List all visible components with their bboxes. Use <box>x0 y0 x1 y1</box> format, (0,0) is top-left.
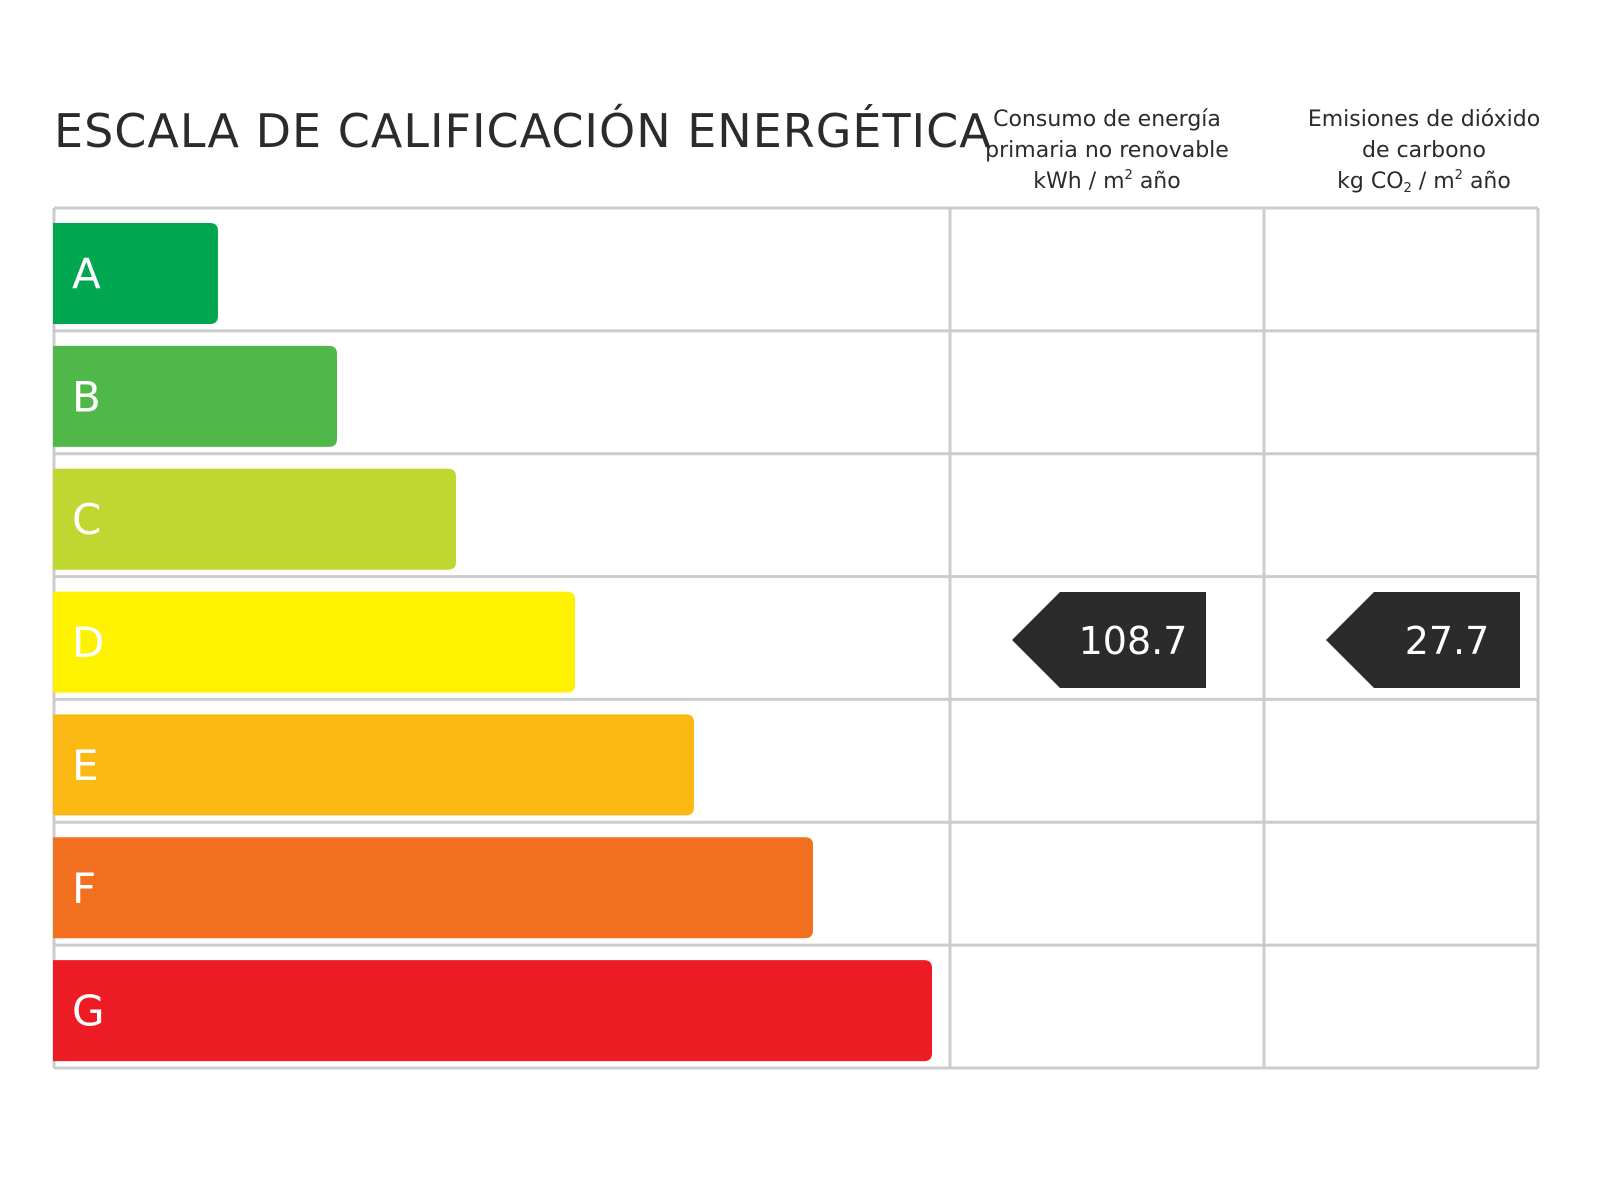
grid-lines <box>52 206 1540 1070</box>
co2-column-header: Emisiones de dióxido de carbono kg CO2 /… <box>1290 104 1558 197</box>
energy-indicator-value: 108.7 <box>1079 619 1188 663</box>
rating-bar-c <box>53 468 456 570</box>
energy-header-line2: primaria no renovable <box>985 138 1229 163</box>
rating-indicators: 108.7 27.7 <box>1012 592 1520 688</box>
rating-letter-a: A <box>72 250 101 299</box>
rating-bars: A B C D E F G <box>53 223 932 1062</box>
rating-bar-d <box>53 591 575 693</box>
rating-bar-g <box>53 960 932 1062</box>
rating-letter-d: D <box>72 618 104 667</box>
rating-letter-b: B <box>72 372 101 421</box>
co2-header-line2: de carbono <box>1362 138 1486 163</box>
co2-header-unit: kg CO2 / m2 año <box>1337 168 1511 196</box>
page-title: ESCALA DE CALIFICACIÓN ENERGÉTICA <box>54 104 992 158</box>
rating-bar-a <box>53 223 218 324</box>
energy-header-unit: kWh / m2 año <box>1033 168 1181 194</box>
rating-letter-c: C <box>72 495 101 544</box>
rating-bar-f <box>53 837 813 939</box>
co2-indicator-arrow <box>1326 592 1520 688</box>
rating-bar-e <box>53 714 694 816</box>
energy-column-header: Consumo de energía primaria no renovable… <box>975 104 1239 197</box>
rating-letter-g: G <box>72 987 105 1036</box>
co2-indicator-value: 27.7 <box>1405 619 1490 663</box>
energy-indicator-arrow <box>1012 592 1206 688</box>
co2-header-line1: Emisiones de dióxido <box>1307 107 1541 132</box>
rating-letter-e: E <box>72 741 99 790</box>
rating-bar-b <box>53 345 337 447</box>
energy-header-line1: Consumo de energía <box>993 107 1221 132</box>
rating-letter-f: F <box>72 864 96 913</box>
